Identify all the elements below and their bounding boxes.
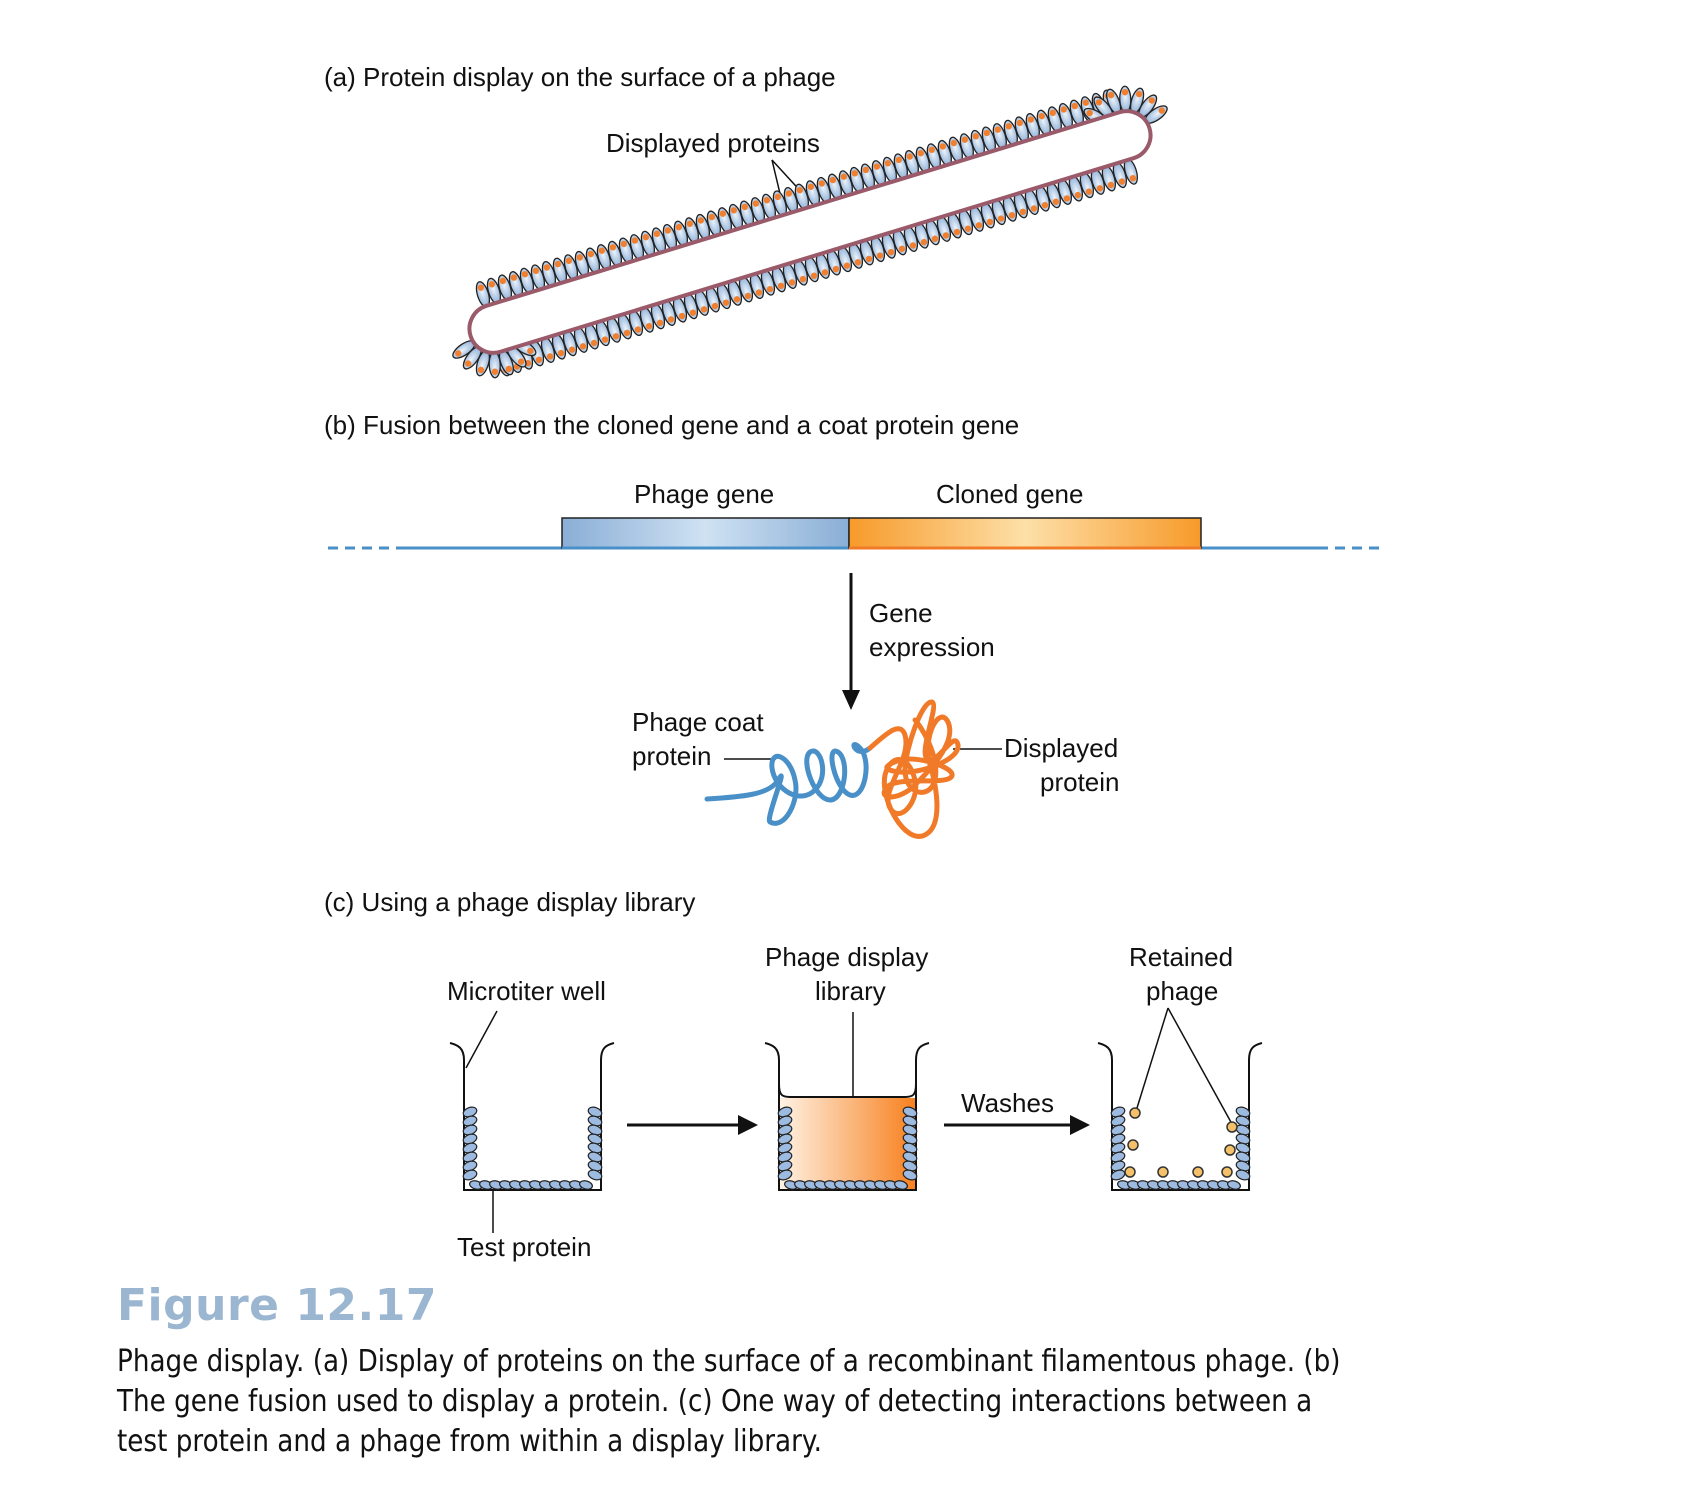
phage-display-library-label-line1: Phage display bbox=[765, 942, 928, 972]
microtiter-well-pointer bbox=[465, 1010, 498, 1069]
cloned-gene-label: Cloned gene bbox=[936, 479, 1083, 509]
displayed-protein-coil bbox=[867, 699, 961, 839]
cloned-gene-box bbox=[848, 517, 1202, 549]
microtiter-well-3 bbox=[1097, 1042, 1263, 1191]
test-protein-coating-2 bbox=[777, 1106, 918, 1190]
coat-protein-bead bbox=[860, 163, 875, 190]
coat-protein-bead bbox=[1119, 85, 1132, 113]
phage-genome-core bbox=[467, 109, 1153, 355]
coat-protein-bead bbox=[728, 203, 744, 231]
coat-protein-bead bbox=[826, 249, 842, 276]
microtiter-well-2 bbox=[764, 1042, 930, 1191]
panel-b-title: (b) Fusion between the cloned gene and a… bbox=[324, 410, 1019, 440]
displayed-proteins-label: Displayed proteins bbox=[606, 128, 820, 158]
displayed-protein-label-line1: Displayed bbox=[1004, 733, 1118, 763]
filamentous-phage bbox=[452, 85, 1168, 379]
coat-protein-bead bbox=[672, 296, 688, 323]
coat-protein-bead bbox=[662, 224, 678, 251]
coat-protein-bead bbox=[563, 254, 579, 281]
retained-phage-label-line2: phage bbox=[1146, 976, 1218, 1006]
gene-expression-label-line2: expression bbox=[869, 632, 995, 662]
phage-gene-box bbox=[561, 517, 850, 549]
coat-protein-bead bbox=[936, 215, 952, 242]
washes-label: Washes bbox=[961, 1088, 1054, 1118]
panel-b: (b) Fusion between the cloned gene and a… bbox=[324, 410, 1385, 839]
coat-protein-bead bbox=[1112, 161, 1127, 189]
coat-protein-bead bbox=[783, 187, 799, 214]
phage-display-library-label-line2: library bbox=[815, 976, 886, 1006]
coat-protein-bead bbox=[1025, 113, 1040, 140]
panel-a: (a) Protein display on the surface of a … bbox=[324, 62, 1168, 379]
retained-phage-particles bbox=[1124, 1107, 1238, 1178]
panel-c: (c) Using a phage display library Microt… bbox=[324, 887, 1263, 1262]
figure-caption: Phage display. (a) Display of proteins o… bbox=[117, 1344, 1341, 1459]
coat-protein-bead bbox=[881, 232, 897, 259]
retained-phage-pointers bbox=[1136, 1007, 1233, 1125]
test-protein-coating-3 bbox=[1110, 1106, 1251, 1190]
coat-protein-bead bbox=[1093, 96, 1114, 119]
panel-a-title: (a) Protein display on the surface of a … bbox=[324, 62, 836, 92]
phage-coat-label-line2: protein bbox=[632, 741, 712, 771]
coat-protein-bead bbox=[760, 269, 776, 296]
coat-protein-bead bbox=[462, 346, 482, 370]
coat-protein-bead bbox=[452, 340, 476, 359]
coat-protein-bead bbox=[882, 156, 897, 184]
coat-protein-bead bbox=[892, 228, 908, 256]
coat-protein-bead bbox=[1057, 178, 1073, 205]
phage-gene-label: Phage gene bbox=[634, 479, 774, 509]
figure-label: Figure 12.17 bbox=[117, 1280, 437, 1331]
washes-arrow bbox=[944, 1115, 1090, 1135]
gene-expression-label-line1: Gene bbox=[869, 598, 933, 628]
coat-protein-coil bbox=[704, 742, 873, 826]
coat-protein-bead bbox=[706, 210, 722, 237]
coat-protein-bead bbox=[915, 146, 930, 174]
coat-protein-bead bbox=[596, 244, 612, 271]
panel-c-title: (c) Using a phage display library bbox=[324, 887, 695, 917]
coat-protein-bead bbox=[1106, 88, 1122, 115]
arrow-to-library bbox=[627, 1115, 758, 1135]
coat-protein-bead bbox=[827, 173, 842, 200]
coat-protein-bead bbox=[488, 351, 501, 379]
test-protein-coating-1 bbox=[462, 1106, 603, 1190]
microtiter-well-label: Microtiter well bbox=[447, 976, 606, 1006]
coat-protein-bead bbox=[981, 126, 996, 153]
gene-expression-arrow bbox=[842, 573, 860, 710]
coat-protein-bead bbox=[705, 286, 721, 313]
coat-protein-bead bbox=[1046, 181, 1062, 209]
phage-coat-label-line1: Phage coat bbox=[632, 707, 764, 737]
test-protein-label: Test protein bbox=[457, 1232, 591, 1262]
microtiter-well-1 bbox=[449, 1042, 615, 1191]
displayed-protein-label-line2: protein bbox=[1040, 767, 1120, 797]
coat-protein-bead bbox=[947, 212, 963, 239]
phage-coat-beads bbox=[452, 85, 1168, 379]
phage-library-liquid bbox=[779, 1098, 916, 1190]
retained-phage-label-line1: Retained bbox=[1129, 942, 1233, 972]
